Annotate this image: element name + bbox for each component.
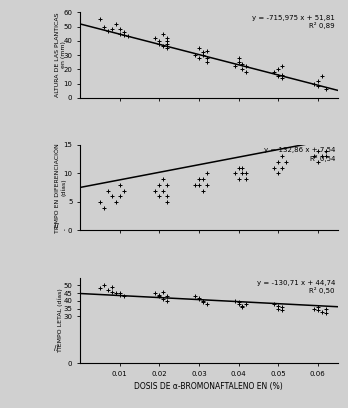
Text: y = -130,71 x + 44,74
R² 0,50: y = -130,71 x + 44,74 R² 0,50 [256, 280, 335, 294]
Y-axis label: TIEMPO LETAL (días): TIEMPO LETAL (días) [58, 288, 63, 352]
X-axis label: DOSIS DE α-BROMONAFTALENO EN (%): DOSIS DE α-BROMONAFTALENO EN (%) [134, 382, 283, 391]
Text: y = 132,86 x + 7,54
R² 0,54: y = 132,86 x + 7,54 R² 0,54 [263, 147, 335, 162]
Y-axis label: ALTURA DE LAS PLANTICAS
en (mm): ALTURA DE LAS PLANTICAS en (mm) [55, 13, 66, 97]
Y-axis label: TIEMPO EN DIFERENCIACIÓN
(días): TIEMPO EN DIFERENCIACIÓN (días) [55, 143, 66, 233]
Text: y = -715,975 x + 51,81
R² 0,89: y = -715,975 x + 51,81 R² 0,89 [252, 15, 335, 29]
Text: //: // [55, 345, 59, 351]
Text: //: // [55, 223, 59, 229]
